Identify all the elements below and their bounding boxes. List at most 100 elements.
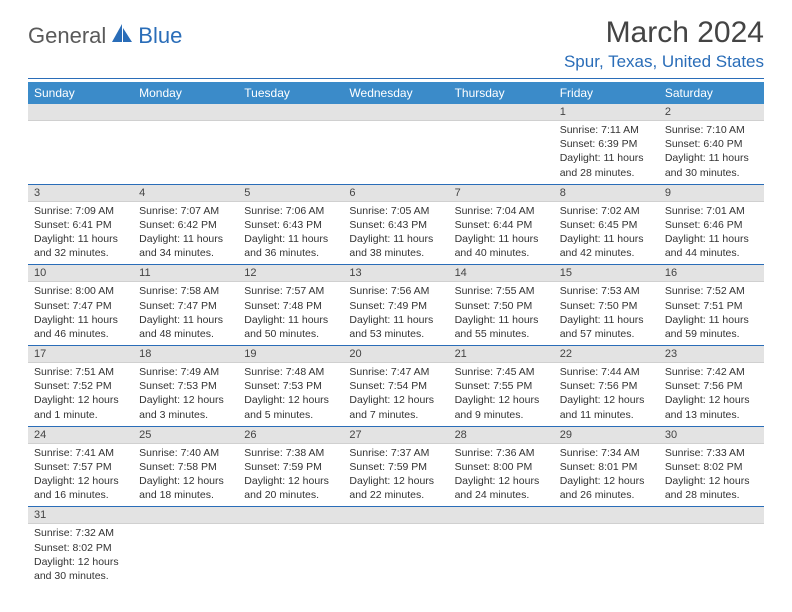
- sunset-line: Sunset: 7:55 PM: [455, 379, 548, 393]
- calendar-empty-cell: [449, 507, 554, 587]
- sunset-line: Sunset: 7:59 PM: [244, 460, 337, 474]
- sunset-line: Sunset: 7:48 PM: [244, 299, 337, 313]
- day-number: 25: [133, 427, 238, 444]
- sunset-line: Sunset: 7:54 PM: [349, 379, 442, 393]
- day-details: Sunrise: 7:44 AMSunset: 7:56 PMDaylight:…: [554, 363, 659, 426]
- daylight-line: Daylight: 12 hours and 18 minutes.: [139, 474, 232, 502]
- day-details: Sunrise: 7:45 AMSunset: 7:55 PMDaylight:…: [449, 363, 554, 426]
- day-details: Sunrise: 7:57 AMSunset: 7:48 PMDaylight:…: [238, 282, 343, 345]
- title-block: March 2024 Spur, Texas, United States: [564, 16, 764, 72]
- day-details: Sunrise: 7:53 AMSunset: 7:50 PMDaylight:…: [554, 282, 659, 345]
- day-number: 14: [449, 265, 554, 282]
- sunset-line: Sunset: 8:02 PM: [665, 460, 758, 474]
- calendar-day-cell: 8Sunrise: 7:02 AMSunset: 6:45 PMDaylight…: [554, 184, 659, 264]
- calendar-day-cell: 25Sunrise: 7:40 AMSunset: 7:58 PMDayligh…: [133, 426, 238, 506]
- calendar-empty-cell: [238, 104, 343, 184]
- sunset-line: Sunset: 7:59 PM: [349, 460, 442, 474]
- daylight-line: Daylight: 12 hours and 24 minutes.: [455, 474, 548, 502]
- sunset-line: Sunset: 7:58 PM: [139, 460, 232, 474]
- day-number: 26: [238, 427, 343, 444]
- calendar-day-cell: 20Sunrise: 7:47 AMSunset: 7:54 PMDayligh…: [343, 346, 448, 426]
- day-number-bar: [238, 104, 343, 121]
- daylight-line: Daylight: 12 hours and 28 minutes.: [665, 474, 758, 502]
- daylight-line: Daylight: 11 hours and 44 minutes.: [665, 232, 758, 260]
- daylight-line: Daylight: 11 hours and 28 minutes.: [560, 151, 653, 179]
- day-number-bar: [449, 104, 554, 121]
- sunrise-line: Sunrise: 7:32 AM: [34, 526, 127, 540]
- day-number: 30: [659, 427, 764, 444]
- day-details: Sunrise: 7:32 AMSunset: 8:02 PMDaylight:…: [28, 524, 133, 587]
- calendar-day-cell: 23Sunrise: 7:42 AMSunset: 7:56 PMDayligh…: [659, 346, 764, 426]
- daylight-line: Daylight: 11 hours and 38 minutes.: [349, 232, 442, 260]
- sunrise-line: Sunrise: 7:02 AM: [560, 204, 653, 218]
- day-number: 23: [659, 346, 764, 363]
- day-number: 1: [554, 104, 659, 121]
- day-details: Sunrise: 7:58 AMSunset: 7:47 PMDaylight:…: [133, 282, 238, 345]
- day-details: Sunrise: 7:10 AMSunset: 6:40 PMDaylight:…: [659, 121, 764, 184]
- sunset-line: Sunset: 6:41 PM: [34, 218, 127, 232]
- calendar-day-cell: 15Sunrise: 7:53 AMSunset: 7:50 PMDayligh…: [554, 265, 659, 345]
- calendar-day-cell: 13Sunrise: 7:56 AMSunset: 7:49 PMDayligh…: [343, 265, 448, 345]
- sunset-line: Sunset: 6:44 PM: [455, 218, 548, 232]
- daylight-line: Daylight: 12 hours and 3 minutes.: [139, 393, 232, 421]
- day-number: 29: [554, 427, 659, 444]
- calendar-day-cell: 2Sunrise: 7:10 AMSunset: 6:40 PMDaylight…: [659, 104, 764, 184]
- calendar-week-row: 17Sunrise: 7:51 AMSunset: 7:52 PMDayligh…: [28, 346, 764, 426]
- sunrise-line: Sunrise: 7:10 AM: [665, 123, 758, 137]
- daylight-line: Daylight: 12 hours and 22 minutes.: [349, 474, 442, 502]
- calendar-week-row: 3Sunrise: 7:09 AMSunset: 6:41 PMDaylight…: [28, 184, 764, 264]
- calendar-week-row: 24Sunrise: 7:41 AMSunset: 7:57 PMDayligh…: [28, 426, 764, 506]
- weekday-header: Thursday: [449, 82, 554, 104]
- sunrise-line: Sunrise: 7:55 AM: [455, 284, 548, 298]
- day-details: Sunrise: 7:04 AMSunset: 6:44 PMDaylight:…: [449, 202, 554, 265]
- day-number: 27: [343, 427, 448, 444]
- day-number: 2: [659, 104, 764, 121]
- sunrise-line: Sunrise: 7:48 AM: [244, 365, 337, 379]
- calendar-empty-cell: [238, 507, 343, 587]
- sunset-line: Sunset: 7:47 PM: [34, 299, 127, 313]
- daylight-line: Daylight: 11 hours and 59 minutes.: [665, 313, 758, 341]
- calendar-week-row: 10Sunrise: 8:00 AMSunset: 7:47 PMDayligh…: [28, 265, 764, 345]
- day-number: 19: [238, 346, 343, 363]
- daylight-line: Daylight: 11 hours and 46 minutes.: [34, 313, 127, 341]
- calendar-empty-cell: [554, 507, 659, 587]
- weekday-header: Saturday: [659, 82, 764, 104]
- day-details: Sunrise: 7:34 AMSunset: 8:01 PMDaylight:…: [554, 444, 659, 507]
- calendar-day-cell: 30Sunrise: 7:33 AMSunset: 8:02 PMDayligh…: [659, 426, 764, 506]
- calendar-day-cell: 12Sunrise: 7:57 AMSunset: 7:48 PMDayligh…: [238, 265, 343, 345]
- calendar-day-cell: 31Sunrise: 7:32 AMSunset: 8:02 PMDayligh…: [28, 507, 133, 587]
- calendar-empty-cell: [133, 507, 238, 587]
- day-number: 12: [238, 265, 343, 282]
- weekday-header: Monday: [133, 82, 238, 104]
- month-title: March 2024: [564, 16, 764, 50]
- day-number-bar: [28, 104, 133, 121]
- day-details: Sunrise: 7:01 AMSunset: 6:46 PMDaylight:…: [659, 202, 764, 265]
- sunrise-line: Sunrise: 7:09 AM: [34, 204, 127, 218]
- sunrise-line: Sunrise: 7:37 AM: [349, 446, 442, 460]
- sunrise-line: Sunrise: 7:41 AM: [34, 446, 127, 460]
- day-details: Sunrise: 7:41 AMSunset: 7:57 PMDaylight:…: [28, 444, 133, 507]
- daylight-line: Daylight: 12 hours and 13 minutes.: [665, 393, 758, 421]
- calendar-day-cell: 28Sunrise: 7:36 AMSunset: 8:00 PMDayligh…: [449, 426, 554, 506]
- calendar-day-cell: 7Sunrise: 7:04 AMSunset: 6:44 PMDaylight…: [449, 184, 554, 264]
- day-number: 31: [28, 507, 133, 524]
- sunset-line: Sunset: 7:56 PM: [665, 379, 758, 393]
- weekday-header-row: SundayMondayTuesdayWednesdayThursdayFrid…: [28, 82, 764, 104]
- day-number: 8: [554, 185, 659, 202]
- day-number: 6: [343, 185, 448, 202]
- daylight-line: Daylight: 12 hours and 16 minutes.: [34, 474, 127, 502]
- sunset-line: Sunset: 6:43 PM: [244, 218, 337, 232]
- day-details: Sunrise: 7:06 AMSunset: 6:43 PMDaylight:…: [238, 202, 343, 265]
- calendar-day-cell: 16Sunrise: 7:52 AMSunset: 7:51 PMDayligh…: [659, 265, 764, 345]
- sunrise-line: Sunrise: 7:53 AM: [560, 284, 653, 298]
- calendar-week-row: 1Sunrise: 7:11 AMSunset: 6:39 PMDaylight…: [28, 104, 764, 184]
- calendar-day-cell: 29Sunrise: 7:34 AMSunset: 8:01 PMDayligh…: [554, 426, 659, 506]
- day-number: 28: [449, 427, 554, 444]
- calendar-day-cell: 10Sunrise: 8:00 AMSunset: 7:47 PMDayligh…: [28, 265, 133, 345]
- day-details: Sunrise: 7:49 AMSunset: 7:53 PMDaylight:…: [133, 363, 238, 426]
- sunrise-line: Sunrise: 7:38 AM: [244, 446, 337, 460]
- day-number: 11: [133, 265, 238, 282]
- calendar-day-cell: 24Sunrise: 7:41 AMSunset: 7:57 PMDayligh…: [28, 426, 133, 506]
- sunset-line: Sunset: 6:45 PM: [560, 218, 653, 232]
- day-number: 18: [133, 346, 238, 363]
